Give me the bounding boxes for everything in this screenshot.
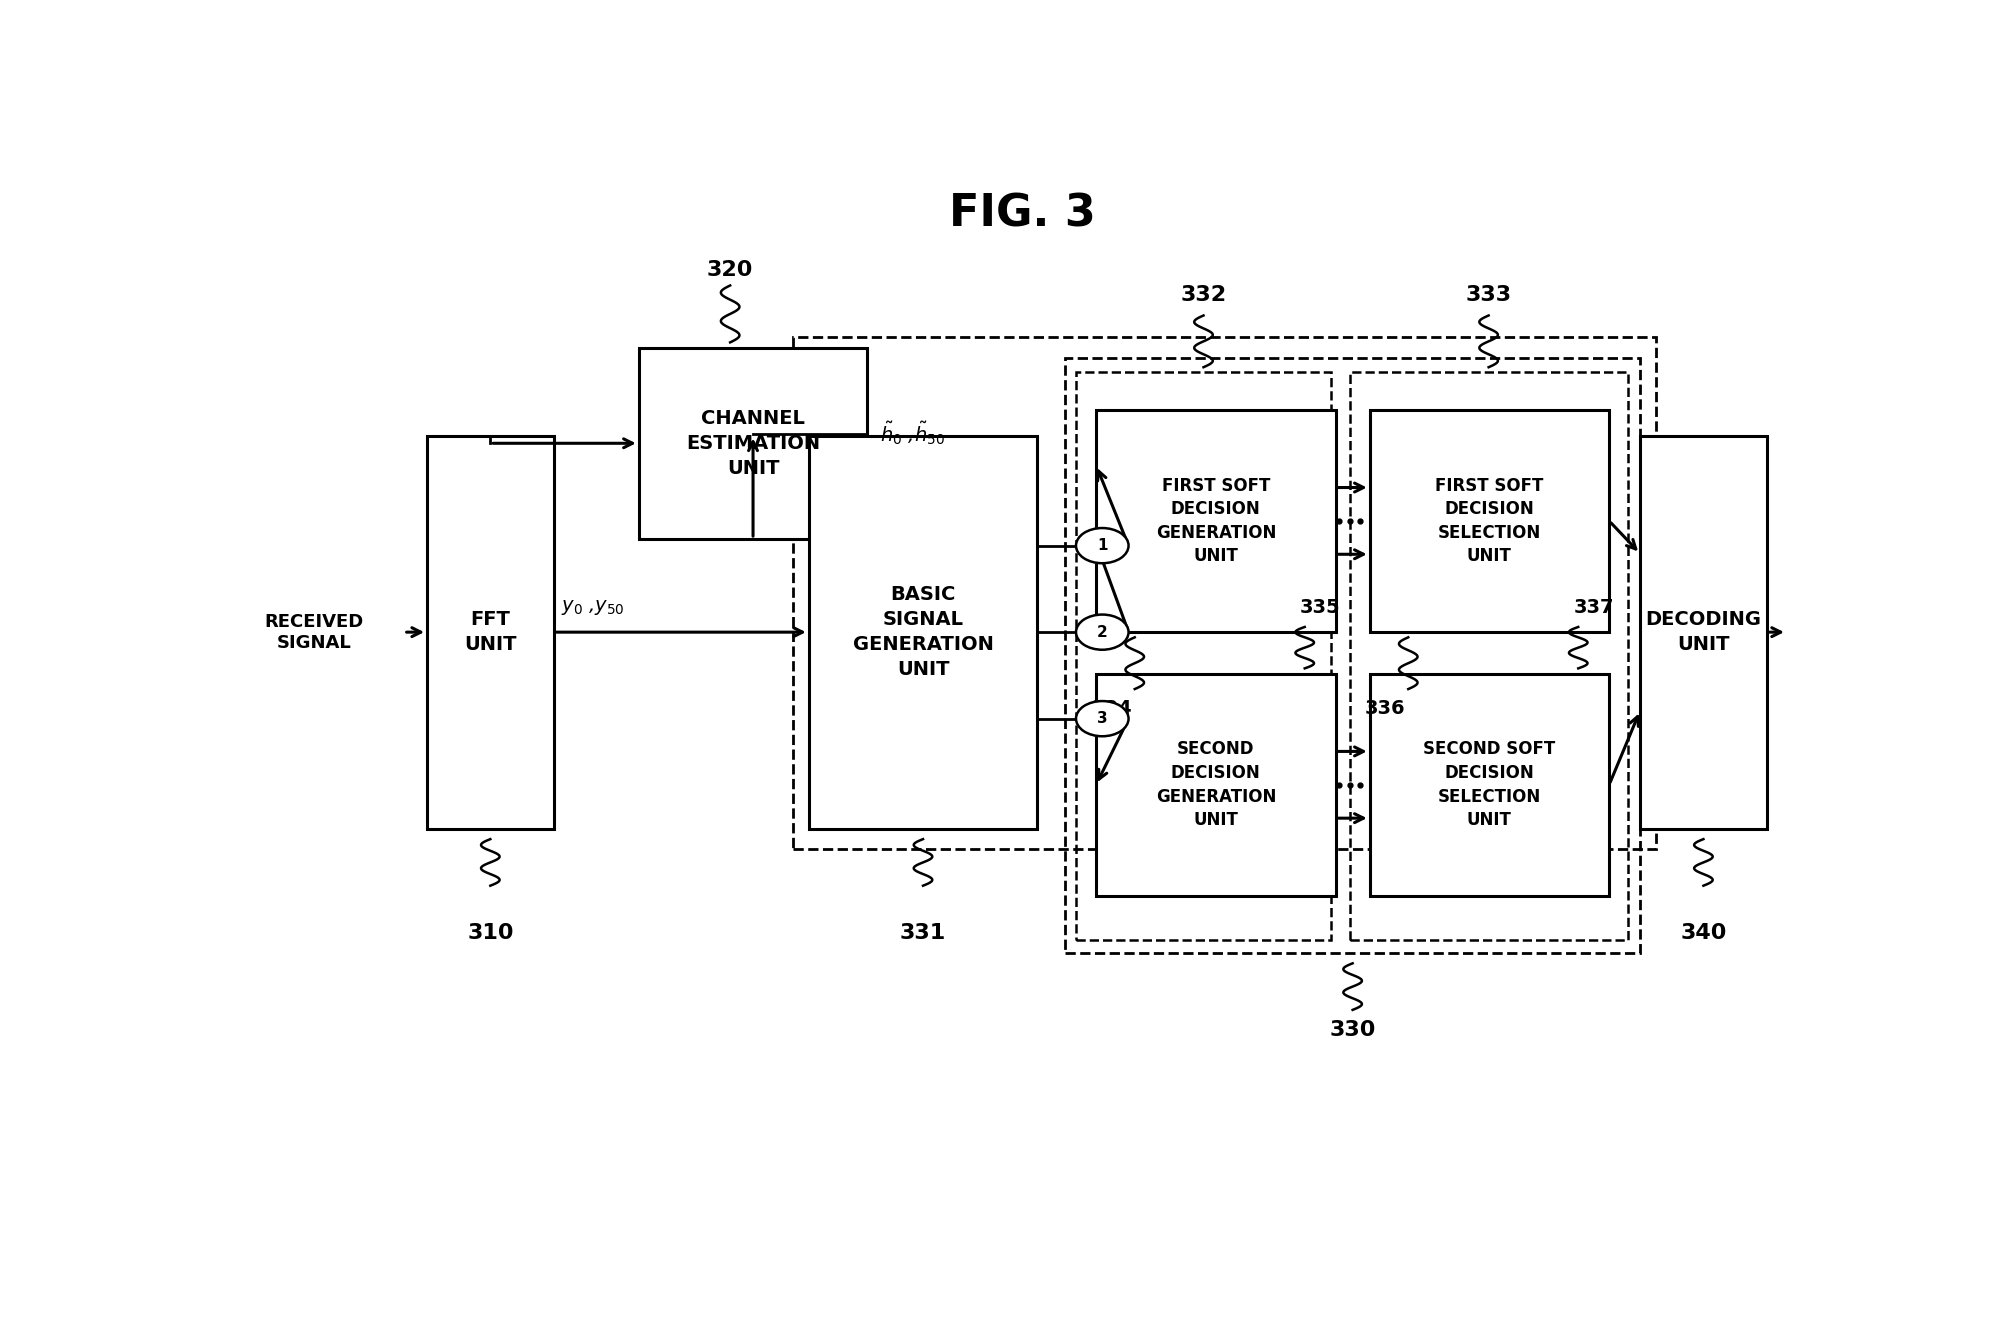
Text: CHANNEL
ESTIMATION
UNIT: CHANNEL ESTIMATION UNIT	[686, 409, 820, 477]
Bar	[1097, 410, 1336, 632]
Text: FIRST SOFT
DECISION
GENERATION
UNIT: FIRST SOFT DECISION GENERATION UNIT	[1157, 477, 1276, 566]
Circle shape	[1077, 614, 1129, 649]
Text: 335: 335	[1300, 598, 1340, 617]
Text: 331: 331	[899, 922, 945, 942]
Bar	[638, 348, 867, 539]
Circle shape	[1077, 528, 1129, 563]
Text: FFT
UNIT: FFT UNIT	[465, 610, 516, 655]
Bar	[1370, 410, 1609, 632]
Text: DECODING
UNIT: DECODING UNIT	[1645, 610, 1761, 655]
Text: 2: 2	[1097, 625, 1107, 640]
Bar	[1350, 372, 1627, 939]
Text: 310: 310	[467, 922, 514, 942]
Text: 330: 330	[1330, 1020, 1376, 1040]
Text: SECOND SOFT
DECISION
SELECTION
UNIT: SECOND SOFT DECISION SELECTION UNIT	[1424, 741, 1555, 829]
Bar	[427, 435, 554, 829]
Bar	[1097, 673, 1336, 896]
Text: 334: 334	[1091, 699, 1133, 719]
Text: FIG. 3: FIG. 3	[949, 192, 1095, 235]
Text: 337: 337	[1573, 598, 1613, 617]
Text: 336: 336	[1364, 699, 1406, 719]
Text: $y_0$ ,$y_{50}$: $y_0$ ,$y_{50}$	[562, 598, 624, 617]
Text: 333: 333	[1466, 285, 1511, 305]
Text: $\tilde{h}_0$ ,$\tilde{h}_{50}$: $\tilde{h}_0$ ,$\tilde{h}_{50}$	[879, 419, 945, 448]
Text: 320: 320	[708, 261, 754, 281]
Text: 3: 3	[1097, 711, 1107, 726]
Bar	[1077, 372, 1332, 939]
Text: 332: 332	[1180, 285, 1226, 305]
Bar	[1639, 435, 1767, 829]
Bar	[810, 435, 1037, 829]
Bar	[1370, 673, 1609, 896]
Text: SECOND
DECISION
GENERATION
UNIT: SECOND DECISION GENERATION UNIT	[1157, 741, 1276, 829]
Text: BASIC
SIGNAL
GENERATION
UNIT: BASIC SIGNAL GENERATION UNIT	[853, 585, 993, 679]
Text: FIRST SOFT
DECISION
SELECTION
UNIT: FIRST SOFT DECISION SELECTION UNIT	[1436, 477, 1543, 566]
Text: 340: 340	[1681, 922, 1727, 942]
Text: RECEIVED
SIGNAL: RECEIVED SIGNAL	[265, 613, 365, 652]
Circle shape	[1077, 702, 1129, 737]
Text: 1: 1	[1097, 538, 1107, 554]
Bar	[1065, 358, 1639, 953]
Bar	[794, 337, 1655, 849]
